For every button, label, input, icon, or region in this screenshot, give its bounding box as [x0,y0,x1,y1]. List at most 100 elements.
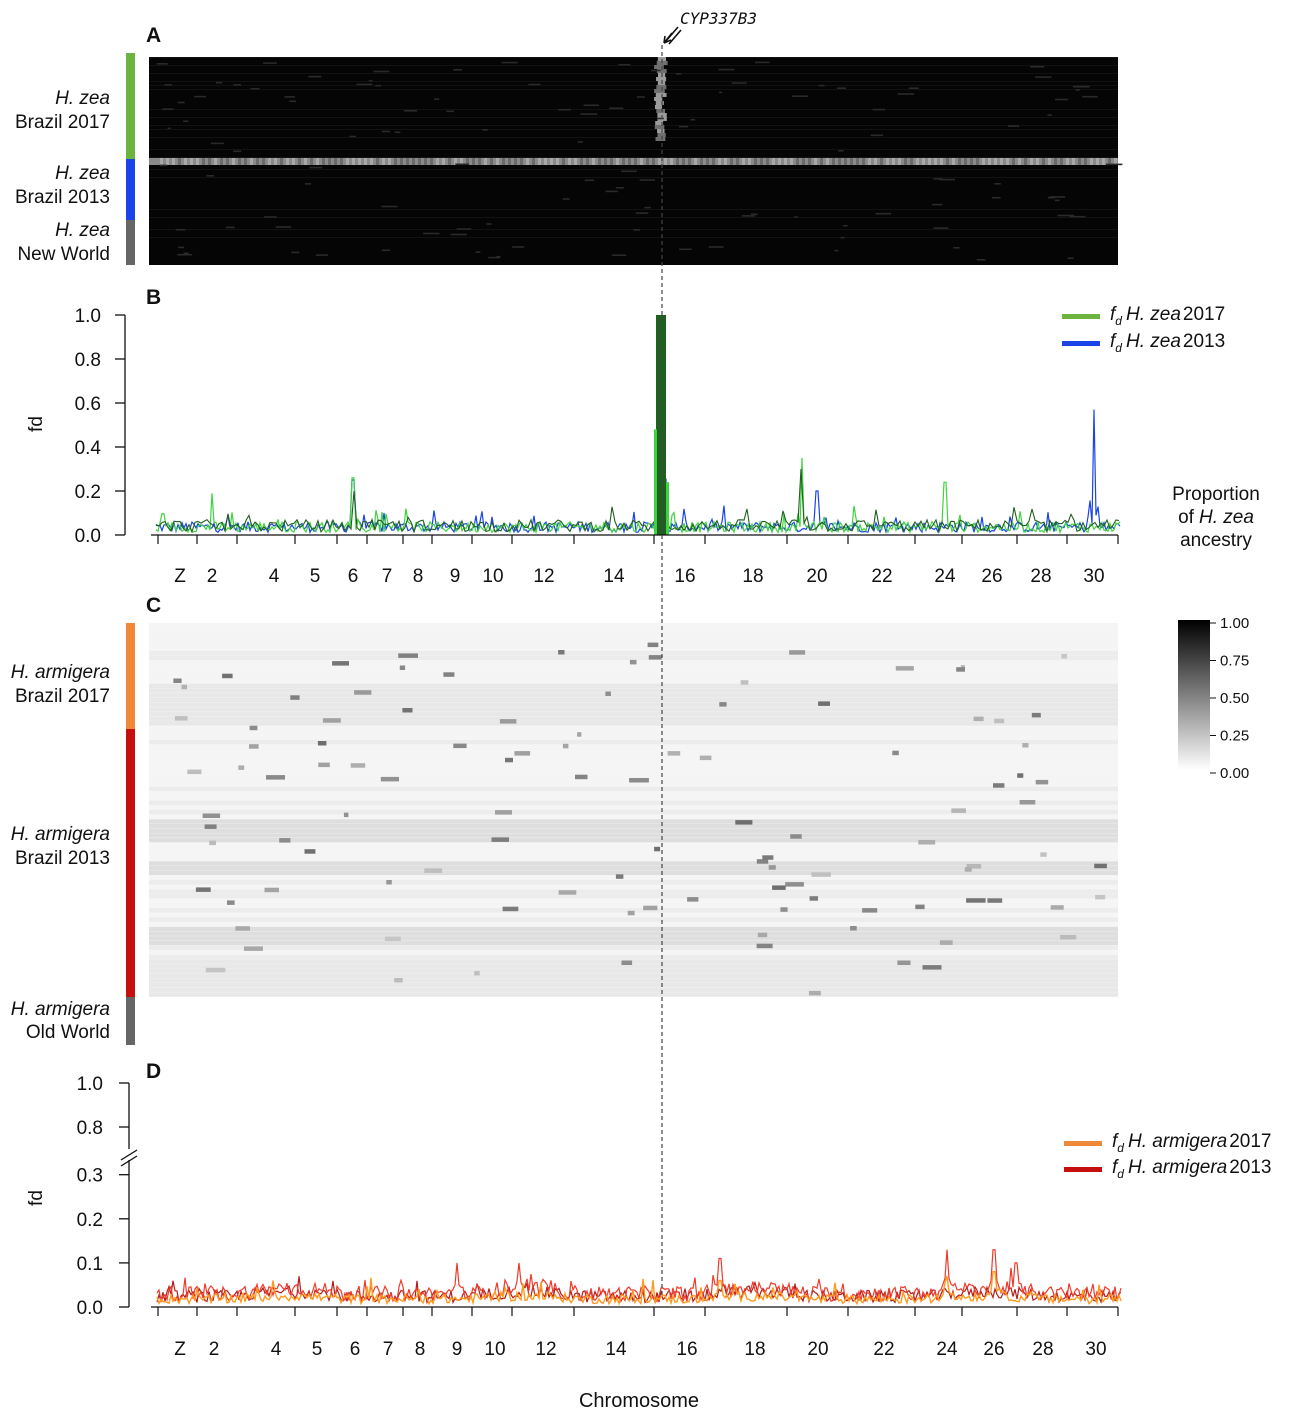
heatmap-row [149,954,1118,960]
heatmap-cell [1060,935,1077,940]
heatmap-cell [1066,158,1069,165]
heatmap-cell [970,158,973,165]
heatmap-cell [209,840,216,846]
heatmap-row [149,735,1118,740]
heatmap-cell [814,158,817,165]
heatmap-cell [688,158,691,165]
colorbar: 1.00 0.75 0.50 0.25 0.00 [1178,615,1249,782]
heatmap-cell [406,158,409,165]
heatmap-cell [939,940,953,945]
x-tick-label: 4 [269,566,280,587]
heatmap-cell [577,732,582,737]
heatmap-cell [514,158,517,165]
heatmap-cell [496,158,499,165]
heatmap-cell [790,158,793,165]
heatmap-cell [718,68,735,71]
group-label-armigera-oldworld: H. armigera Old World [11,999,110,1043]
heatmap-cell [350,763,366,768]
heatmap-row [149,866,1118,871]
heatmap-cell [667,751,681,756]
heatmap-cell [679,248,692,251]
group-label-species: H. armigera [11,999,110,1020]
heatmap-cell [373,70,390,73]
heatmap-row [149,697,1118,703]
heatmap-cell [220,158,223,165]
group-label-species: H. zea [55,163,110,184]
heatmap-row [149,847,1118,852]
heatmap-cell [987,898,1003,903]
heatmap-cell [159,164,167,167]
heatmap-cell [398,653,418,658]
legend-swatch [1062,314,1100,319]
heatmap-cell [442,158,445,165]
heatmap-cell [412,158,415,165]
heatmap-cell [604,158,607,165]
heatmap-cell [304,849,316,854]
heatmap-cell [356,83,373,86]
heatmap-cell [1042,158,1045,165]
heatmap-cell [568,158,571,165]
heatmap-row [149,772,1118,777]
heatmap-cell [928,158,931,165]
heatmap-cell [268,158,271,165]
heatmap-row [149,992,1118,997]
heatmap-row [149,749,1118,754]
axis-break-icon [120,1149,138,1167]
heatmap-row [149,637,1118,642]
heatmap-cell [808,990,821,996]
heatmap-row [149,978,1118,983]
heatmap-cell [850,926,857,931]
heatmap-cell [598,158,601,165]
heatmap-cell [183,252,189,255]
heatmap-cell [664,158,667,165]
heatmap-row [149,838,1118,843]
heatmap-cell [730,158,733,165]
group-label-text: Brazil 2013 [15,187,110,208]
heatmap-cell [670,158,673,165]
heatmap-cell [910,158,913,165]
heatmap-cell [308,75,322,78]
heatmap-cell [528,83,541,86]
heatmap-row [149,940,1118,946]
heatmap-cell [964,867,972,872]
group-label-armigera-2013: H. armigera Brazil 2013 [11,824,110,869]
heatmap-row [149,852,1118,857]
heatmap-cell [173,678,182,683]
heatmap-row [149,861,1118,866]
heatmap-cell [195,887,211,892]
heatmap-cell [167,127,171,130]
x-tick-label: 12 [533,566,554,587]
heatmap-cell [443,672,455,677]
colorbar-title: Proportion of H. zea ancestry [1172,484,1260,551]
heatmap-cell [994,158,997,165]
y-tick-label: 0.0 [75,526,101,547]
heatmap-cell [550,158,553,165]
heatmap-cell [538,158,541,165]
heatmap-cell [244,158,247,165]
heatmap-cell [1008,125,1020,127]
heatmap-cell [562,743,569,749]
heatmap-cell [796,158,799,165]
heatmap-cell [430,158,433,165]
group-bar-zea-2013 [126,159,135,220]
x-tick-label: 20 [807,1339,828,1360]
heatmap-cell [382,158,385,165]
heatmap-cell [502,158,505,165]
gene-marker: CYP337B3 [663,9,757,45]
heatmap-cell [484,158,487,165]
heatmap-cell [233,150,242,153]
heatmap-cell [583,104,599,107]
heatmap-row [149,884,1118,890]
y-tick-label: 0.8 [77,1118,103,1139]
x-tick-label: 18 [742,566,763,587]
heatmap-cell [844,158,847,165]
heatmap-row-line [149,237,1118,238]
heatmap-row [149,716,1118,721]
heatmap-row [149,781,1118,787]
heatmap-cell [784,158,787,165]
heatmap-cell [656,77,667,81]
heatmap-cell [558,108,571,111]
heatmap-cell [505,757,513,763]
heatmap-cell [1049,196,1066,198]
